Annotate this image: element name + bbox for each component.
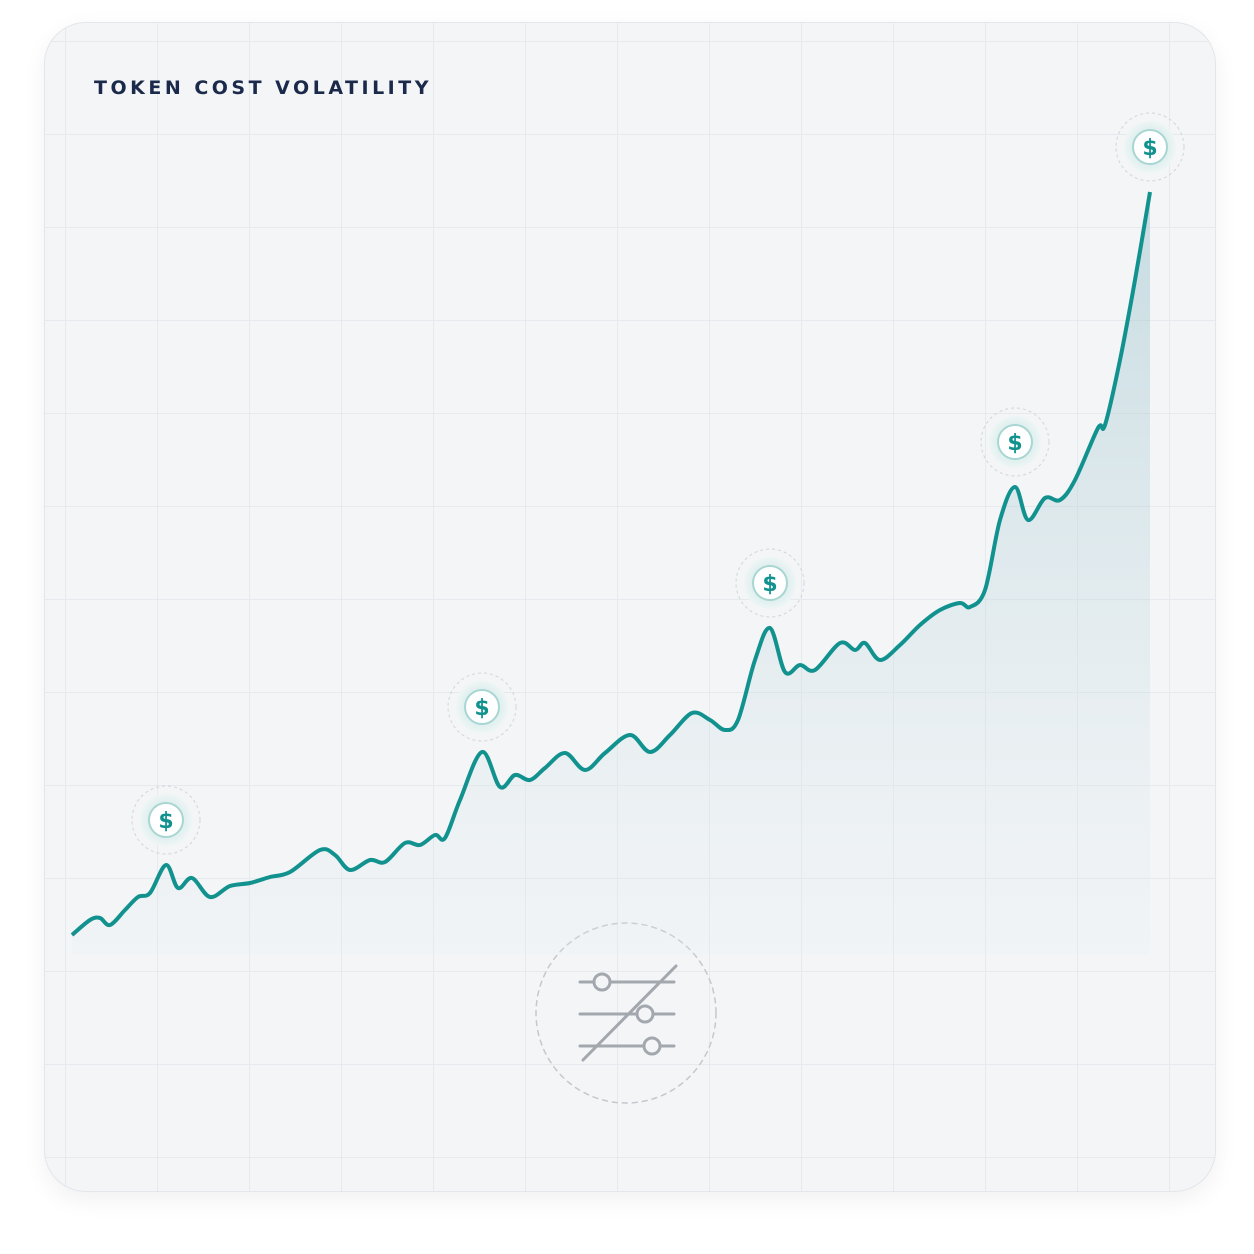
chart-title: TOKEN COST VOLATILITY (94, 77, 432, 99)
icon-halo (131, 785, 201, 855)
icon-halo (447, 672, 517, 742)
icon-disc (1132, 129, 1168, 165)
icon-disc (997, 424, 1033, 460)
line (70, 191, 1152, 937)
area-fill (72, 192, 1150, 955)
filter-icon (535, 922, 717, 1104)
annotation: $ (1007, 431, 1022, 456)
annotation: $ (474, 696, 489, 721)
icon-halo (735, 548, 805, 618)
annotation: $ (158, 809, 173, 834)
icon-disc (752, 565, 788, 601)
icon-disc (464, 689, 500, 725)
icon-halo (980, 407, 1050, 477)
icon-halo (1115, 112, 1185, 182)
icon-disc (148, 802, 184, 838)
annotation: $ (762, 572, 777, 597)
annotation: $ (1142, 136, 1157, 161)
